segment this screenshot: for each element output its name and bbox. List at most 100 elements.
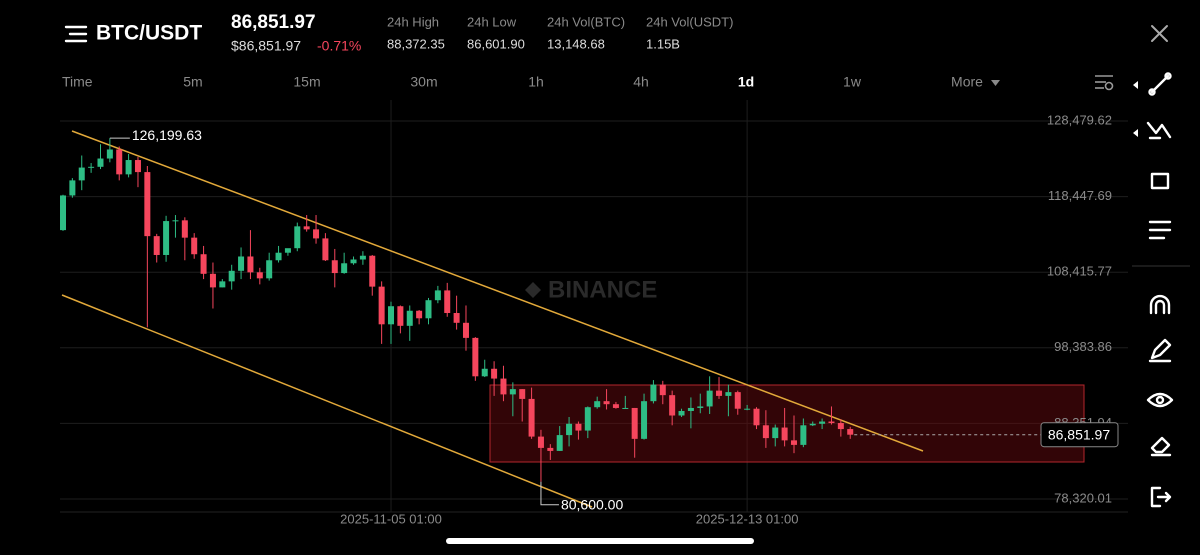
candle-body (228, 270, 235, 282)
candle-body (444, 290, 451, 314)
watermark: BINANCE (525, 276, 657, 303)
candle-body (294, 226, 301, 249)
price-usd: $86,851.97 (231, 38, 301, 54)
candle-body (191, 237, 198, 255)
interval-tab[interactable]: 4h (633, 74, 649, 90)
candle-body (462, 322, 469, 338)
candle-body (134, 160, 141, 173)
low-marker (540, 481, 559, 506)
shape-tool[interactable] (1150, 172, 1170, 190)
interval-tab[interactable]: 15m (293, 74, 320, 90)
candle-body (106, 149, 113, 159)
candle-body (481, 368, 488, 377)
pair[interactable]: BTC/USDT (96, 22, 202, 45)
candle-body (350, 259, 357, 264)
candle-body (659, 384, 666, 396)
dropdown-arrow (991, 80, 1000, 86)
last-price: 86,851.97 (231, 12, 316, 33)
settings-icon[interactable] (1095, 75, 1114, 91)
candle-body (369, 255, 376, 287)
candle-body (650, 384, 657, 402)
stat-value: 13,148.68 (547, 36, 605, 51)
interval-tab[interactable]: 5m (183, 74, 202, 90)
candle-body (678, 410, 685, 416)
eraser-tool[interactable] (1150, 436, 1172, 457)
candle-body (153, 236, 160, 255)
channel-upper[interactable] (71, 130, 924, 452)
candle-body (200, 254, 207, 274)
candle-body (359, 255, 366, 260)
candle-body (125, 160, 132, 175)
home-indicator (446, 538, 754, 544)
candle-body (88, 166, 95, 168)
candle-body (60, 195, 66, 231)
candle-body (612, 404, 619, 408)
candle-body (509, 389, 516, 395)
candle-body (266, 260, 273, 279)
candle-body (772, 427, 779, 439)
candle-body (725, 392, 732, 396)
candle-body (847, 429, 854, 435)
candle-body (434, 290, 441, 301)
interval-tab[interactable]: 1w (843, 74, 862, 90)
candle-body (416, 310, 423, 319)
candle-body (631, 407, 638, 439)
candle-body (669, 395, 676, 416)
candle-body (406, 310, 413, 326)
candle-body (603, 401, 610, 405)
low-label: 80,600.00 (561, 497, 623, 513)
toolbar (1132, 72, 1190, 508)
interval-tab[interactable]: Time (62, 74, 93, 90)
exit-tool[interactable] (1150, 486, 1172, 508)
candle-body (790, 440, 797, 445)
y-tick-label: 128,479.62 (1047, 112, 1112, 127)
candle-body (519, 389, 526, 399)
x-tick-label: 2025-12-13 01:00 (696, 511, 799, 526)
interval-tab[interactable]: 1d (738, 74, 754, 90)
candle-body (331, 260, 338, 274)
y-tick-label: 78,320.01 (1054, 490, 1112, 505)
stat-value: 1.15B (646, 36, 680, 51)
magnet-tool[interactable] (1149, 294, 1171, 315)
candle-body (641, 401, 648, 439)
x-tick-label: 2025-11-05 01:00 (340, 511, 442, 526)
text-tool[interactable] (1148, 220, 1172, 240)
interval-tab[interactable]: 1h (528, 74, 544, 90)
interval-tab[interactable]: More (951, 74, 983, 90)
range-box[interactable] (489, 384, 1085, 463)
last-price-label: 86,851.97 (1048, 426, 1110, 442)
watermark-text: BINANCE (548, 276, 657, 303)
candle-body (734, 392, 741, 409)
stat-value: 86,601.90 (467, 36, 525, 51)
candle-body (453, 313, 460, 323)
candle-body (144, 172, 151, 237)
interval-tab[interactable]: 30m (410, 74, 437, 90)
candle-body (209, 273, 216, 288)
candle-body (397, 306, 404, 326)
grid (60, 100, 1128, 512)
candle-body (537, 436, 544, 448)
stat-label: 24h High (387, 14, 439, 29)
channel-lower[interactable] (61, 294, 593, 508)
pen-tool[interactable] (1148, 338, 1172, 363)
candle-body (163, 221, 170, 255)
candle-body (425, 300, 432, 319)
stat-label: 24h Vol(USDT) (646, 14, 733, 29)
fib-tool[interactable] (1146, 121, 1172, 140)
candle-body (388, 306, 395, 325)
candle-body (472, 337, 479, 377)
candle-body (341, 263, 348, 274)
high-label: 126,199.63 (132, 127, 202, 143)
menu-icon[interactable] (64, 25, 88, 43)
candle-body (303, 226, 310, 230)
visibility-tool[interactable] (1146, 392, 1174, 408)
trend-line-tool[interactable] (1148, 72, 1172, 96)
candle-body (491, 368, 498, 379)
candle-body (828, 421, 835, 424)
stat-value: 88,372.35 (387, 36, 445, 51)
candle-body (753, 408, 760, 426)
candle-body (256, 272, 263, 279)
close-button[interactable] (1151, 25, 1168, 42)
candle-body (556, 435, 563, 451)
candle-body (837, 423, 844, 430)
